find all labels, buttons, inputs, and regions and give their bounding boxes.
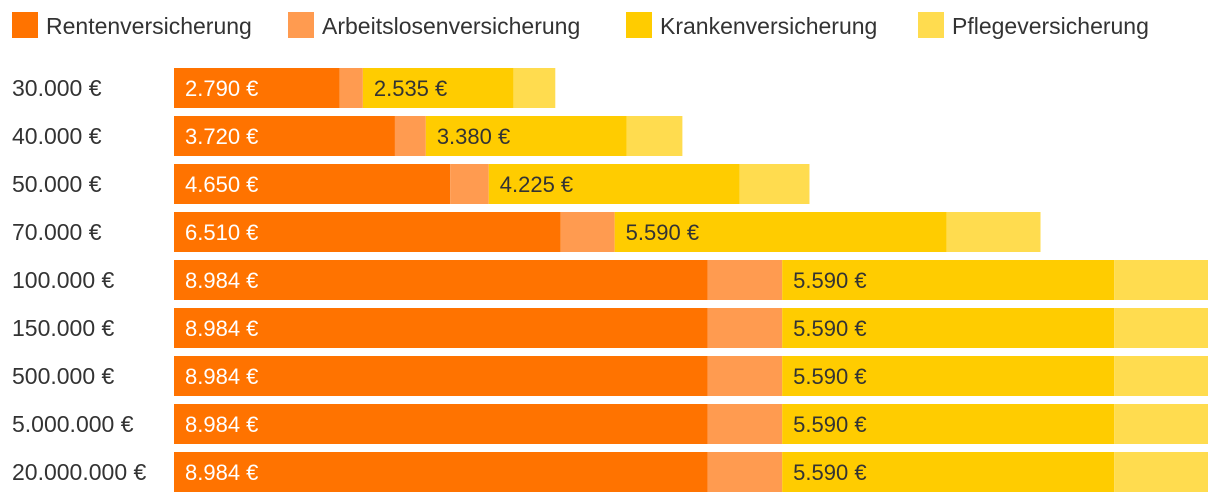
bar-segment-0-7 xyxy=(174,404,708,444)
bars xyxy=(174,68,1208,492)
bar-segment-0-1 xyxy=(174,116,395,156)
bar-segment-2-4 xyxy=(782,260,1115,300)
bar-segment-1-6 xyxy=(707,356,783,396)
data-label-2-1: 3.380 € xyxy=(437,124,510,149)
legend-swatch-3 xyxy=(918,12,944,38)
data-label-2-2: 4.225 € xyxy=(500,172,573,197)
bar-segment-0-5 xyxy=(174,308,708,348)
bar-segment-1-7 xyxy=(707,404,783,444)
data-label-2-0: 2.535 € xyxy=(374,76,447,101)
data-label-0-5: 8.984 € xyxy=(185,316,258,341)
bar-segment-3-6 xyxy=(1114,356,1208,396)
bar-segment-1-2 xyxy=(450,164,489,204)
legend: Rentenversicherung Arbeitslosenversicheru… xyxy=(12,12,1149,39)
bar-segment-2-8 xyxy=(782,452,1115,492)
data-label-0-0: 2.790 € xyxy=(185,76,258,101)
bar-segment-0-6 xyxy=(174,356,708,396)
bar-segment-1-3 xyxy=(560,212,615,252)
data-label-2-5: 5.590 € xyxy=(793,316,866,341)
data-label-0-3: 6.510 € xyxy=(185,220,258,245)
legend-label-1: Arbeitslosenversicherung xyxy=(322,13,580,39)
category-label-8: 20.000.000 € xyxy=(12,459,147,485)
bar-segment-0-3 xyxy=(174,212,561,252)
bar-segment-3-8 xyxy=(1114,452,1208,492)
legend-swatch-2 xyxy=(626,12,652,38)
data-label-2-7: 5.590 € xyxy=(793,412,866,437)
bar-segment-3-5 xyxy=(1114,308,1208,348)
category-label-0: 30.000 € xyxy=(12,75,102,101)
data-label-0-2: 4.650 € xyxy=(185,172,258,197)
data-label-0-6: 8.984 € xyxy=(185,364,258,389)
data-label-0-8: 8.984 € xyxy=(185,460,258,485)
bar-segment-3-4 xyxy=(1114,260,1208,300)
legend-swatch-1 xyxy=(288,12,314,38)
data-label-2-8: 5.590 € xyxy=(793,460,866,485)
category-labels: 30.000 € 40.000 € 50.000 € 70.000 € 100.000 … xyxy=(12,75,147,485)
bar-segment-2-2 xyxy=(488,164,740,204)
data-label-2-3: 5.590 € xyxy=(626,220,699,245)
data-label-2-6: 5.590 € xyxy=(793,364,866,389)
category-label-7: 5.000.000 € xyxy=(12,411,134,437)
bar-segment-3-0 xyxy=(513,68,556,108)
bar-segment-0-2 xyxy=(174,164,451,204)
bar-segment-1-8 xyxy=(707,452,783,492)
bar-segment-0-8 xyxy=(174,452,708,492)
bar-segment-3-1 xyxy=(626,116,683,156)
data-label-0-1: 3.720 € xyxy=(185,124,258,149)
bar-segment-2-5 xyxy=(782,308,1115,348)
bar-segment-2-7 xyxy=(782,404,1115,444)
data-label-0-4: 8.984 € xyxy=(185,268,258,293)
bar-segment-1-4 xyxy=(707,260,783,300)
bar-segment-0-0 xyxy=(174,68,340,108)
bar-segment-3-7 xyxy=(1114,404,1208,444)
category-label-6: 500.000 € xyxy=(12,363,115,389)
legend-label-2: Krankenversicherung xyxy=(660,13,877,39)
legend-swatch-0 xyxy=(12,12,38,38)
legend-label-3: Pflegeversicherung xyxy=(952,13,1149,39)
category-label-5: 150.000 € xyxy=(12,315,115,341)
bar-segment-2-1 xyxy=(425,116,627,156)
bar-segment-2-3 xyxy=(614,212,947,252)
bar-segment-2-6 xyxy=(782,356,1115,396)
category-label-2: 50.000 € xyxy=(12,171,102,197)
bar-segment-1-1 xyxy=(394,116,426,156)
category-label-1: 40.000 € xyxy=(12,123,102,149)
category-label-4: 100.000 € xyxy=(12,267,115,293)
category-label-3: 70.000 € xyxy=(12,219,102,245)
bar-segment-0-4 xyxy=(174,260,708,300)
data-label-0-7: 8.984 € xyxy=(185,412,258,437)
bar-segment-3-2 xyxy=(739,164,810,204)
legend-label-0: Rentenversicherung xyxy=(46,13,252,39)
data-label-2-4: 5.590 € xyxy=(793,268,866,293)
data-labels: 2.790 € 2.535 € 3.720 € 3.380 € 4.650 € 4.225… xyxy=(185,76,867,485)
bar-segment-3-3 xyxy=(946,212,1041,252)
bar-segment-2-0 xyxy=(362,68,514,108)
bar-segment-1-5 xyxy=(707,308,783,348)
bar-segment-1-0 xyxy=(339,68,363,108)
